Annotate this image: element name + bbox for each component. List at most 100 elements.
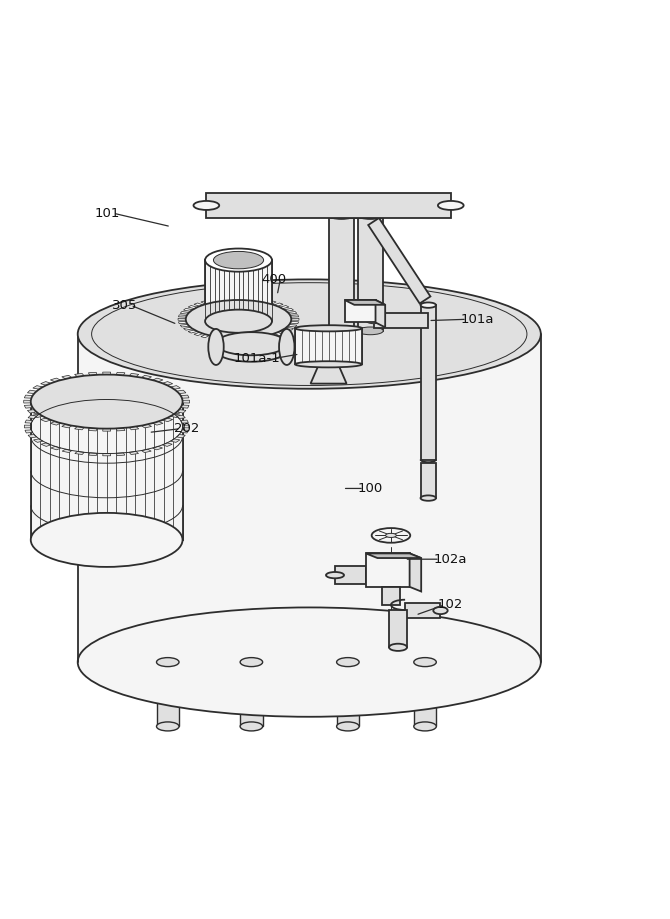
Polygon shape: [177, 391, 186, 393]
Polygon shape: [41, 381, 51, 385]
Text: 101a-1: 101a-1: [234, 352, 280, 365]
Ellipse shape: [389, 643, 407, 651]
Polygon shape: [51, 403, 61, 407]
Polygon shape: [291, 318, 299, 320]
Polygon shape: [421, 305, 436, 460]
Ellipse shape: [421, 302, 436, 308]
Polygon shape: [217, 337, 224, 341]
Ellipse shape: [240, 722, 263, 731]
Polygon shape: [414, 662, 436, 726]
Polygon shape: [245, 338, 251, 341]
Polygon shape: [162, 381, 173, 385]
Polygon shape: [285, 327, 293, 330]
Polygon shape: [129, 399, 139, 402]
Polygon shape: [267, 301, 276, 304]
Polygon shape: [162, 406, 172, 410]
Polygon shape: [28, 435, 37, 437]
Polygon shape: [103, 453, 111, 456]
Ellipse shape: [186, 300, 291, 338]
Polygon shape: [389, 610, 407, 647]
Polygon shape: [103, 428, 111, 431]
Polygon shape: [62, 401, 72, 403]
Polygon shape: [178, 322, 187, 323]
Polygon shape: [141, 425, 151, 428]
Polygon shape: [336, 662, 359, 726]
Polygon shape: [274, 333, 283, 335]
Ellipse shape: [421, 495, 436, 501]
Polygon shape: [129, 451, 139, 455]
Ellipse shape: [295, 361, 362, 368]
Text: 102: 102: [438, 598, 463, 611]
Ellipse shape: [385, 533, 397, 538]
Polygon shape: [226, 338, 232, 341]
Polygon shape: [88, 372, 97, 375]
Ellipse shape: [279, 329, 295, 365]
Ellipse shape: [78, 279, 541, 389]
Polygon shape: [178, 315, 187, 317]
Polygon shape: [41, 406, 51, 410]
Polygon shape: [328, 207, 383, 219]
Ellipse shape: [414, 658, 436, 666]
Polygon shape: [188, 330, 197, 333]
Ellipse shape: [240, 658, 263, 666]
Polygon shape: [261, 300, 268, 302]
Polygon shape: [240, 662, 263, 726]
Polygon shape: [181, 405, 189, 408]
Polygon shape: [141, 375, 151, 379]
Polygon shape: [184, 327, 192, 330]
Polygon shape: [103, 397, 111, 400]
Polygon shape: [27, 391, 37, 393]
Polygon shape: [153, 403, 163, 407]
Polygon shape: [288, 312, 297, 314]
Text: 101: 101: [94, 207, 119, 220]
Ellipse shape: [366, 317, 381, 323]
Polygon shape: [157, 662, 179, 726]
Polygon shape: [236, 297, 241, 300]
Polygon shape: [116, 372, 125, 375]
Polygon shape: [328, 215, 354, 331]
Polygon shape: [103, 372, 111, 375]
Ellipse shape: [157, 722, 179, 731]
Polygon shape: [369, 218, 430, 303]
Polygon shape: [188, 305, 197, 309]
Polygon shape: [201, 301, 210, 304]
Polygon shape: [27, 410, 37, 413]
Ellipse shape: [328, 211, 354, 219]
Polygon shape: [181, 395, 189, 398]
Polygon shape: [290, 315, 299, 317]
Polygon shape: [153, 378, 163, 381]
Polygon shape: [75, 451, 84, 455]
Polygon shape: [216, 344, 287, 350]
Polygon shape: [62, 375, 72, 379]
Polygon shape: [88, 428, 97, 431]
Polygon shape: [129, 426, 139, 430]
Polygon shape: [75, 399, 84, 402]
Polygon shape: [162, 443, 172, 447]
Ellipse shape: [336, 722, 359, 731]
Polygon shape: [116, 397, 125, 400]
Polygon shape: [288, 324, 297, 327]
Text: 101a: 101a: [460, 312, 494, 325]
Polygon shape: [344, 300, 375, 323]
Text: 202: 202: [174, 422, 200, 435]
Polygon shape: [24, 395, 33, 398]
Polygon shape: [205, 260, 272, 322]
Polygon shape: [141, 449, 151, 452]
Polygon shape: [24, 405, 33, 408]
Polygon shape: [261, 336, 268, 339]
Ellipse shape: [358, 211, 383, 219]
Ellipse shape: [78, 607, 541, 717]
Polygon shape: [88, 397, 97, 400]
Ellipse shape: [414, 722, 436, 731]
Polygon shape: [236, 338, 241, 341]
Polygon shape: [280, 305, 289, 309]
Polygon shape: [25, 430, 33, 433]
Polygon shape: [129, 373, 139, 377]
Polygon shape: [177, 435, 186, 437]
Polygon shape: [88, 453, 97, 456]
Polygon shape: [374, 312, 428, 328]
Polygon shape: [180, 312, 189, 314]
Polygon shape: [267, 335, 276, 337]
Ellipse shape: [31, 375, 182, 428]
Ellipse shape: [438, 201, 464, 210]
